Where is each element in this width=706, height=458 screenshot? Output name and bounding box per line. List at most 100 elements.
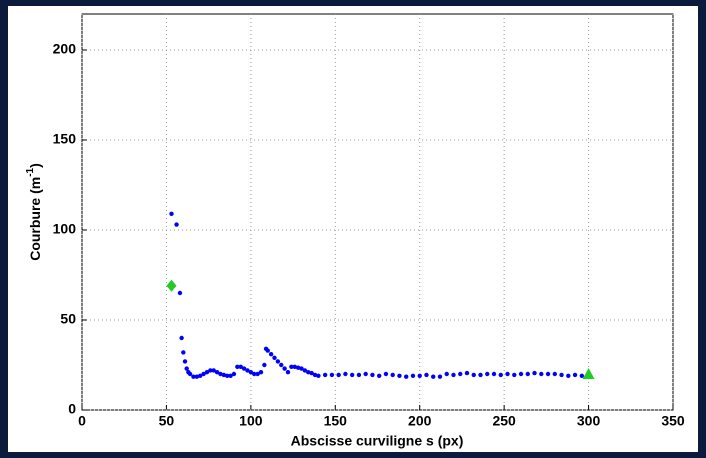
data-point	[181, 350, 186, 355]
data-point	[262, 362, 267, 368]
data-point	[485, 371, 490, 377]
data-point	[245, 368, 250, 373]
data-point	[208, 368, 213, 373]
data-point	[518, 371, 524, 377]
data-point	[431, 374, 436, 379]
data-point	[424, 372, 429, 378]
data-point	[478, 372, 483, 378]
data-point	[309, 370, 314, 376]
data-point	[376, 373, 382, 378]
data-point	[498, 372, 503, 378]
data-point	[312, 372, 318, 378]
data-point	[265, 348, 270, 353]
data-point	[329, 372, 335, 378]
data-point	[417, 373, 422, 378]
y-label-superscript: -1	[25, 167, 36, 176]
y-label-text: Courbure (m	[27, 177, 43, 261]
data-point	[214, 370, 220, 375]
data-point	[235, 364, 240, 369]
data-point	[572, 372, 578, 378]
data-point	[292, 364, 297, 369]
data-point	[545, 371, 551, 377]
y-tick-label: 50	[60, 311, 76, 327]
plot-area	[81, 13, 674, 411]
data-point	[282, 366, 287, 371]
data-point	[228, 373, 233, 378]
y-axis-label: Courbure (m-1)	[25, 163, 43, 261]
y-tick-label: 200	[53, 41, 77, 57]
data-point	[285, 370, 291, 375]
data-point	[404, 374, 409, 379]
data-point	[221, 372, 227, 378]
data-point	[343, 371, 348, 377]
data-point	[336, 372, 341, 378]
data-point	[255, 371, 260, 377]
data-point	[579, 373, 585, 378]
data-point	[322, 372, 328, 378]
data-point	[552, 371, 557, 377]
data-point	[316, 373, 321, 378]
x-tick-label: 350	[661, 413, 685, 429]
data-point	[512, 372, 517, 378]
data-point	[302, 368, 308, 373]
x-tick-label: 150	[324, 413, 348, 429]
data-point	[198, 373, 203, 378]
end-marker	[582, 368, 595, 379]
data-point	[238, 364, 243, 369]
data-point	[539, 371, 544, 377]
data-point	[231, 371, 237, 377]
data-point	[258, 370, 264, 375]
data-point	[532, 370, 537, 376]
data-point	[299, 366, 304, 371]
data-point	[182, 359, 188, 364]
data-point	[211, 368, 216, 373]
data-point	[370, 372, 375, 378]
start-marker	[166, 279, 177, 292]
data-point	[525, 371, 530, 377]
data-point	[225, 373, 230, 378]
data-point	[458, 371, 463, 377]
data-point	[383, 371, 389, 377]
x-tick-label: 100	[239, 413, 263, 429]
data-point	[204, 370, 210, 375]
data-point	[177, 290, 183, 296]
data-point	[275, 359, 281, 364]
data-point	[295, 365, 301, 370]
x-tick-label: 250	[492, 413, 516, 429]
data-point	[194, 374, 200, 379]
y-tick-label: 0	[68, 401, 76, 417]
data-point	[248, 370, 254, 375]
data-point	[169, 211, 174, 216]
data-point	[471, 372, 476, 378]
data-point	[451, 372, 456, 378]
x-axis-label: Abscisse curviligne s (px)	[291, 433, 464, 449]
data-point	[218, 371, 223, 377]
data-point	[437, 374, 443, 379]
data-point	[174, 222, 179, 227]
data-point	[187, 371, 193, 377]
data-point	[390, 372, 395, 378]
data-point	[505, 371, 510, 377]
data-point	[363, 371, 368, 377]
data-point	[444, 371, 449, 377]
y-label-suffix: )	[27, 163, 43, 168]
data-point	[289, 364, 294, 369]
data-point	[252, 371, 257, 377]
y-tick-label: 150	[53, 131, 77, 147]
data-point	[179, 335, 184, 341]
x-tick-label: 0	[78, 413, 86, 429]
data-point	[184, 366, 189, 371]
x-tick-label: 200	[408, 413, 432, 429]
data-point	[201, 371, 206, 377]
data-point	[464, 370, 470, 376]
x-tick-label: 300	[577, 413, 601, 429]
data-point	[241, 366, 247, 371]
data-point	[268, 352, 274, 357]
data-point	[191, 374, 196, 379]
y-tick-label: 100	[53, 221, 77, 237]
data-point	[559, 372, 564, 378]
data-point	[272, 355, 277, 360]
data-point	[356, 372, 362, 378]
x-tick-label: 50	[159, 413, 175, 429]
